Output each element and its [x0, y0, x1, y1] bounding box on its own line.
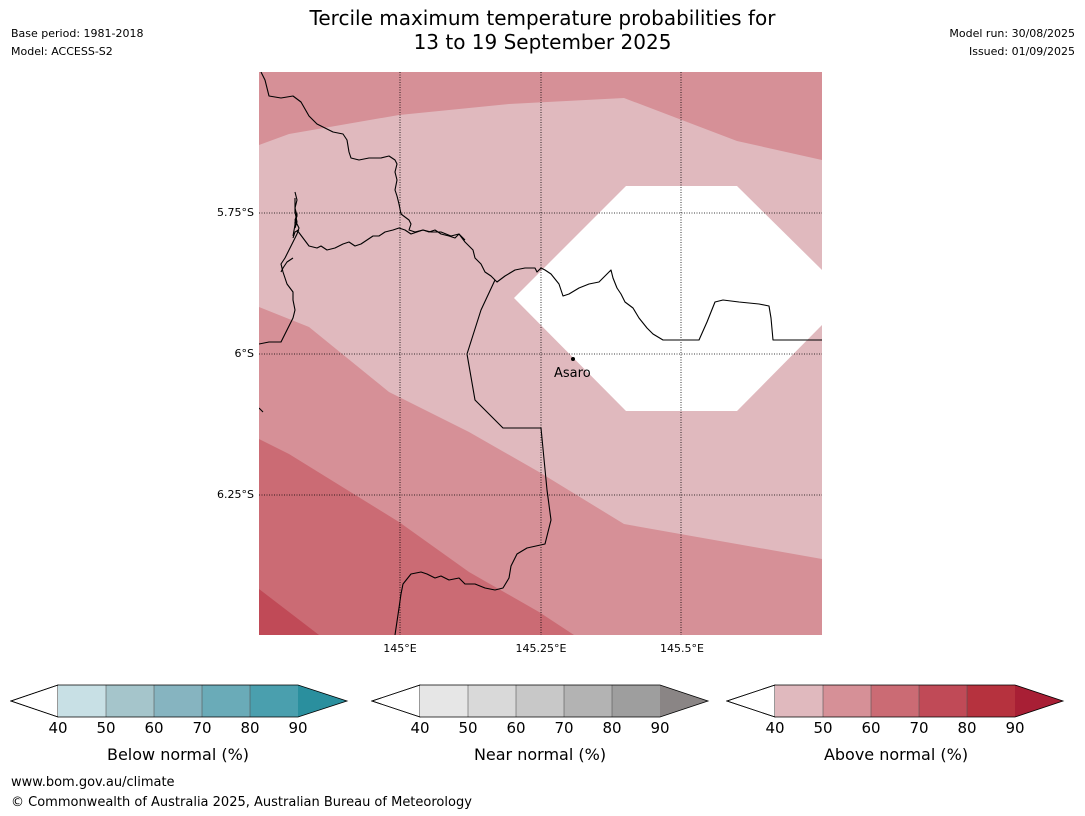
- chart-title: Tercile maximum temperature probabilitie…: [0, 6, 1085, 54]
- meta-left: Base period: 1981-2018 Model: ACCESS-S2: [11, 25, 143, 61]
- below-tick-60: 60: [144, 719, 164, 737]
- below-title: Below normal (%): [106, 745, 250, 764]
- near-tick-40: 40: [410, 719, 430, 737]
- near-bin-50-60: [468, 685, 516, 717]
- below-bin-50-60: [106, 685, 154, 717]
- footer-copyright: © Commonwealth of Australia 2025, Austra…: [11, 795, 472, 810]
- colorbar-above: [726, 684, 1065, 718]
- below-bin-40-50: [58, 685, 106, 717]
- near-bin-60-70: [516, 685, 564, 717]
- title-line-1: Tercile maximum temperature probabilitie…: [309, 6, 776, 30]
- above-bin-70-80: [919, 685, 967, 717]
- colorbar-near: [371, 684, 710, 718]
- near-bin-70-80: [564, 685, 612, 717]
- base-period-text: Base period: 1981-2018: [11, 27, 144, 40]
- model-run-text: Model run: 30/08/2025: [949, 27, 1075, 40]
- model-text: Model: ACCESS-S2: [11, 45, 113, 58]
- above-extend-left: [726, 684, 776, 718]
- below-bin-80-90: [250, 685, 298, 717]
- near-bin-80-90: [612, 685, 660, 717]
- below-tick-80: 80: [240, 719, 260, 737]
- above-bin-50-60: [823, 685, 871, 717]
- near-tick-50: 50: [458, 719, 478, 737]
- below-extend-left: [10, 684, 59, 718]
- colorbar-below: [10, 684, 349, 718]
- lon-tick-145.25: 145.25°E: [515, 642, 567, 655]
- near-extend-left: [371, 684, 421, 718]
- near-tick-60: 60: [506, 719, 526, 737]
- lat-tick-6.25: 6.25°S: [217, 488, 254, 501]
- above-bin-80-90: [967, 685, 1015, 717]
- below-extend-right: [298, 685, 347, 717]
- lon-tick-145: 145°E: [383, 642, 417, 655]
- lat-tick-5.75: 5.75°S: [217, 206, 254, 219]
- zone-above-60-70: [259, 439, 574, 635]
- above-tick-90: 90: [1005, 719, 1025, 737]
- footer-url: www.bom.gov.au/climate: [11, 775, 175, 790]
- above-tick-80: 80: [957, 719, 977, 737]
- asaro-marker: [571, 357, 575, 361]
- near-tick-70: 70: [554, 719, 574, 737]
- above-tick-40: 40: [765, 719, 785, 737]
- below-tick-40: 40: [48, 719, 68, 737]
- below-tick-70: 70: [192, 719, 212, 737]
- lat-tick-6: 6°S: [234, 347, 254, 360]
- above-bin-40-50: [775, 685, 823, 717]
- above-tick-60: 60: [861, 719, 881, 737]
- near-bin-40-50: [420, 685, 468, 717]
- above-bin-60-70: [871, 685, 919, 717]
- borders: [259, 72, 822, 635]
- meta-right: Model run: 30/08/2025 Issued: 01/09/2025: [949, 25, 1075, 61]
- probability-map: Asaro: [259, 72, 822, 635]
- above-extend-right: [1015, 685, 1063, 717]
- below-tick-90: 90: [288, 719, 308, 737]
- below-tick-50: 50: [96, 719, 116, 737]
- issued-text: Issued: 01/09/2025: [968, 45, 1075, 58]
- near-title: Near normal (%): [473, 745, 607, 764]
- near-tick-80: 80: [602, 719, 622, 737]
- near-tick-90: 90: [650, 719, 670, 737]
- title-line-2: 13 to 19 September 2025: [413, 30, 672, 54]
- zone-no-dominant: [514, 186, 822, 411]
- above-tick-50: 50: [813, 719, 833, 737]
- above-tick-70: 70: [909, 719, 929, 737]
- place-asaro: Asaro: [554, 357, 591, 381]
- above-title: Above normal (%): [823, 745, 969, 764]
- asaro-label: Asaro: [554, 366, 591, 381]
- near-extend-right: [660, 685, 708, 717]
- lon-tick-145.5: 145.5°E: [660, 642, 704, 655]
- below-bin-70-80: [202, 685, 250, 717]
- below-bin-60-70: [154, 685, 202, 717]
- zone-above-70-80: [259, 589, 319, 635]
